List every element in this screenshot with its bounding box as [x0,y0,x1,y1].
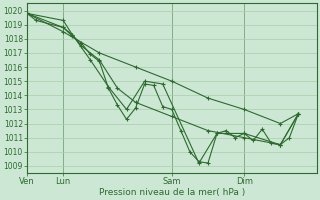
X-axis label: Pression niveau de la mer( hPa ): Pression niveau de la mer( hPa ) [99,188,245,197]
